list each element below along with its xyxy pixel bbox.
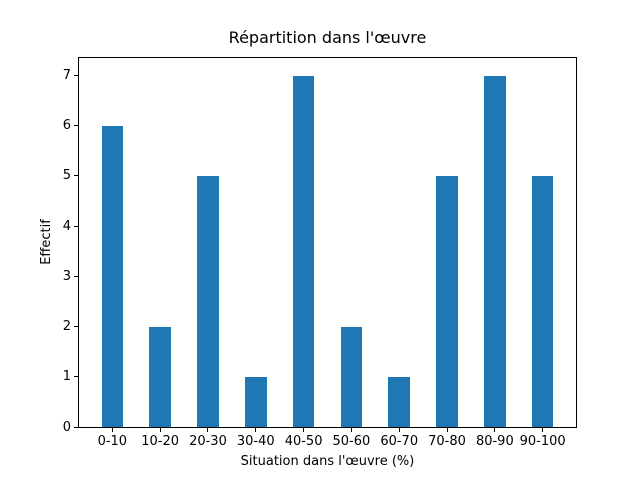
y-tick-label: 3 <box>62 268 71 284</box>
y-tick-label: 2 <box>62 319 71 335</box>
x-tick-label: 50-60 <box>332 434 371 449</box>
y-tick-mark <box>74 275 78 277</box>
chart-title: Répartition dans l'œuvre <box>228 28 427 47</box>
bar-10-20 <box>149 326 171 427</box>
bar-90-100 <box>531 175 554 427</box>
x-tick-mark <box>350 428 352 432</box>
x-tick-label: 10-20 <box>141 434 180 449</box>
x-tick-mark <box>159 428 161 432</box>
x-tick-mark <box>207 428 209 432</box>
plot-area <box>78 57 577 428</box>
y-tick-mark <box>74 326 78 328</box>
y-tick-label: 5 <box>62 168 71 184</box>
x-tick-label: 30-40 <box>236 434 275 449</box>
bar-0-10 <box>101 125 124 427</box>
x-tick-label: 0-10 <box>97 434 128 449</box>
y-tick-label: 4 <box>62 218 71 234</box>
x-tick-label: 90-100 <box>519 434 566 449</box>
y-tick-mark <box>74 225 78 227</box>
bar-40-50 <box>292 75 315 427</box>
x-tick-mark <box>111 428 113 432</box>
y-tick-mark <box>74 125 78 127</box>
y-tick-label: 0 <box>62 419 71 435</box>
x-tick-label: 80-90 <box>475 434 514 449</box>
x-tick-label: 40-50 <box>284 434 323 449</box>
x-tick-label: 60-70 <box>380 434 419 449</box>
y-tick-mark <box>74 376 78 378</box>
y-tick-label: 1 <box>62 369 71 385</box>
x-tick-label: 20-30 <box>189 434 227 449</box>
bar-20-30 <box>197 175 219 427</box>
x-tick-mark <box>542 428 544 432</box>
x-tick-mark <box>398 428 400 432</box>
y-tick-label: 6 <box>62 118 71 134</box>
y-tick-mark <box>74 175 78 177</box>
bar-70-80 <box>436 175 458 427</box>
x-tick-mark <box>255 428 257 432</box>
x-tick-mark <box>494 428 496 432</box>
x-tick-label: 70-80 <box>428 434 466 449</box>
bar-80-90 <box>484 75 506 427</box>
x-axis-label: Situation dans l'œuvre (%) <box>240 454 415 469</box>
bar-30-40 <box>245 376 267 427</box>
y-tick-label: 7 <box>62 68 71 84</box>
y-tick-mark <box>74 426 78 428</box>
x-tick-mark <box>303 428 305 432</box>
y-tick-mark <box>74 75 78 77</box>
bar-50-60 <box>340 326 363 427</box>
x-tick-mark <box>446 428 448 432</box>
bar-60-70 <box>388 376 410 427</box>
